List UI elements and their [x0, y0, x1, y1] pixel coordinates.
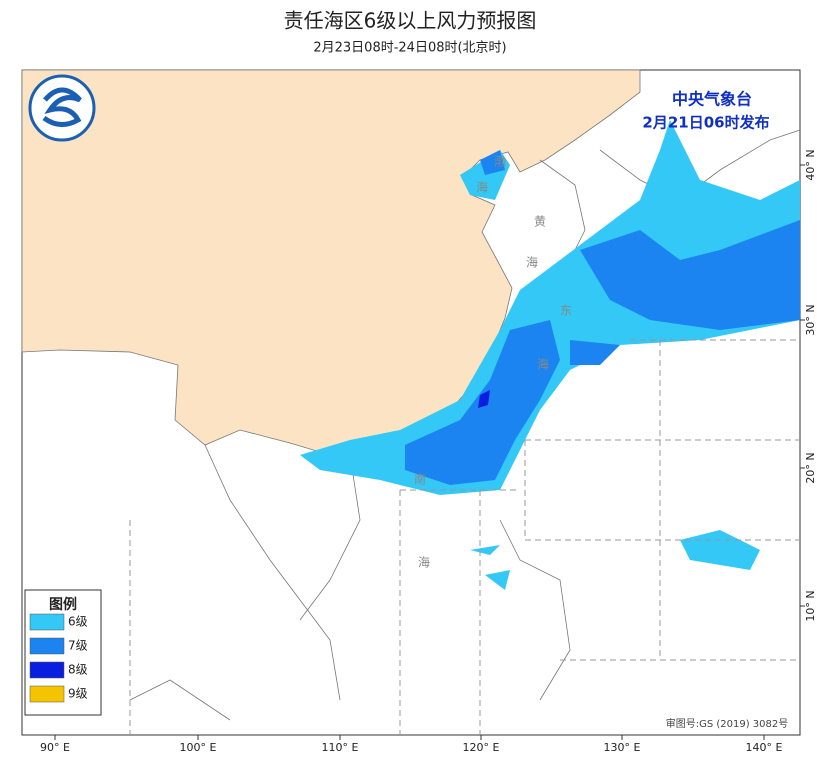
- issuer-name: 中央气象台: [672, 90, 752, 109]
- legend-label: 9级: [68, 687, 88, 701]
- responsibility-boundaries: [129, 339, 800, 735]
- longitude-label: 130° E: [604, 741, 641, 754]
- sea-label: 海: [537, 357, 549, 372]
- sea-label: 东: [560, 304, 572, 318]
- longitude-label: 90° E: [40, 741, 70, 754]
- latitude-label: 40° N: [804, 149, 817, 180]
- legend-swatch: [29, 637, 65, 655]
- longitude-label: 110° E: [322, 741, 359, 754]
- legend-label: 8级: [68, 663, 88, 677]
- longitude-label: 120° E: [463, 741, 500, 754]
- logo: [28, 74, 96, 142]
- latitude-label: 20° N: [804, 452, 817, 483]
- sea-label: 渤: [494, 155, 506, 169]
- wind-areas: [300, 120, 800, 590]
- legend-label: 6级: [68, 615, 88, 629]
- sea-label: 黄: [534, 215, 546, 229]
- sea-label: 海: [418, 555, 430, 570]
- latitude-label: 10° N: [804, 590, 817, 621]
- sea-label: 南: [414, 472, 426, 487]
- sea-label: 海: [476, 180, 488, 195]
- approval-number: 审图号:GS (2019) 3082号: [666, 717, 789, 730]
- legend-title: 图例: [49, 596, 77, 613]
- longitude-label: 100° E: [180, 741, 217, 754]
- wind-7: [405, 150, 800, 485]
- subtitle: 2月23日08时-24日08时(北京时): [313, 41, 506, 56]
- legend-swatch: [29, 661, 65, 679]
- legend-swatch: [29, 685, 65, 703]
- map-area: [21, 69, 801, 736]
- issue-time: 2月21日06时发布: [642, 114, 769, 132]
- legend-label: 7级: [68, 639, 88, 653]
- wind-8: [478, 390, 490, 408]
- legend-swatch: [29, 613, 65, 631]
- latitude-label: 30° N: [804, 304, 817, 335]
- longitude-label: 140° E: [746, 741, 783, 754]
- legend: 图例 6级 7级 8级 9级: [24, 589, 102, 716]
- sea-label: 海: [526, 255, 538, 270]
- title: 责任海区6级以上风力预报图: [284, 9, 537, 33]
